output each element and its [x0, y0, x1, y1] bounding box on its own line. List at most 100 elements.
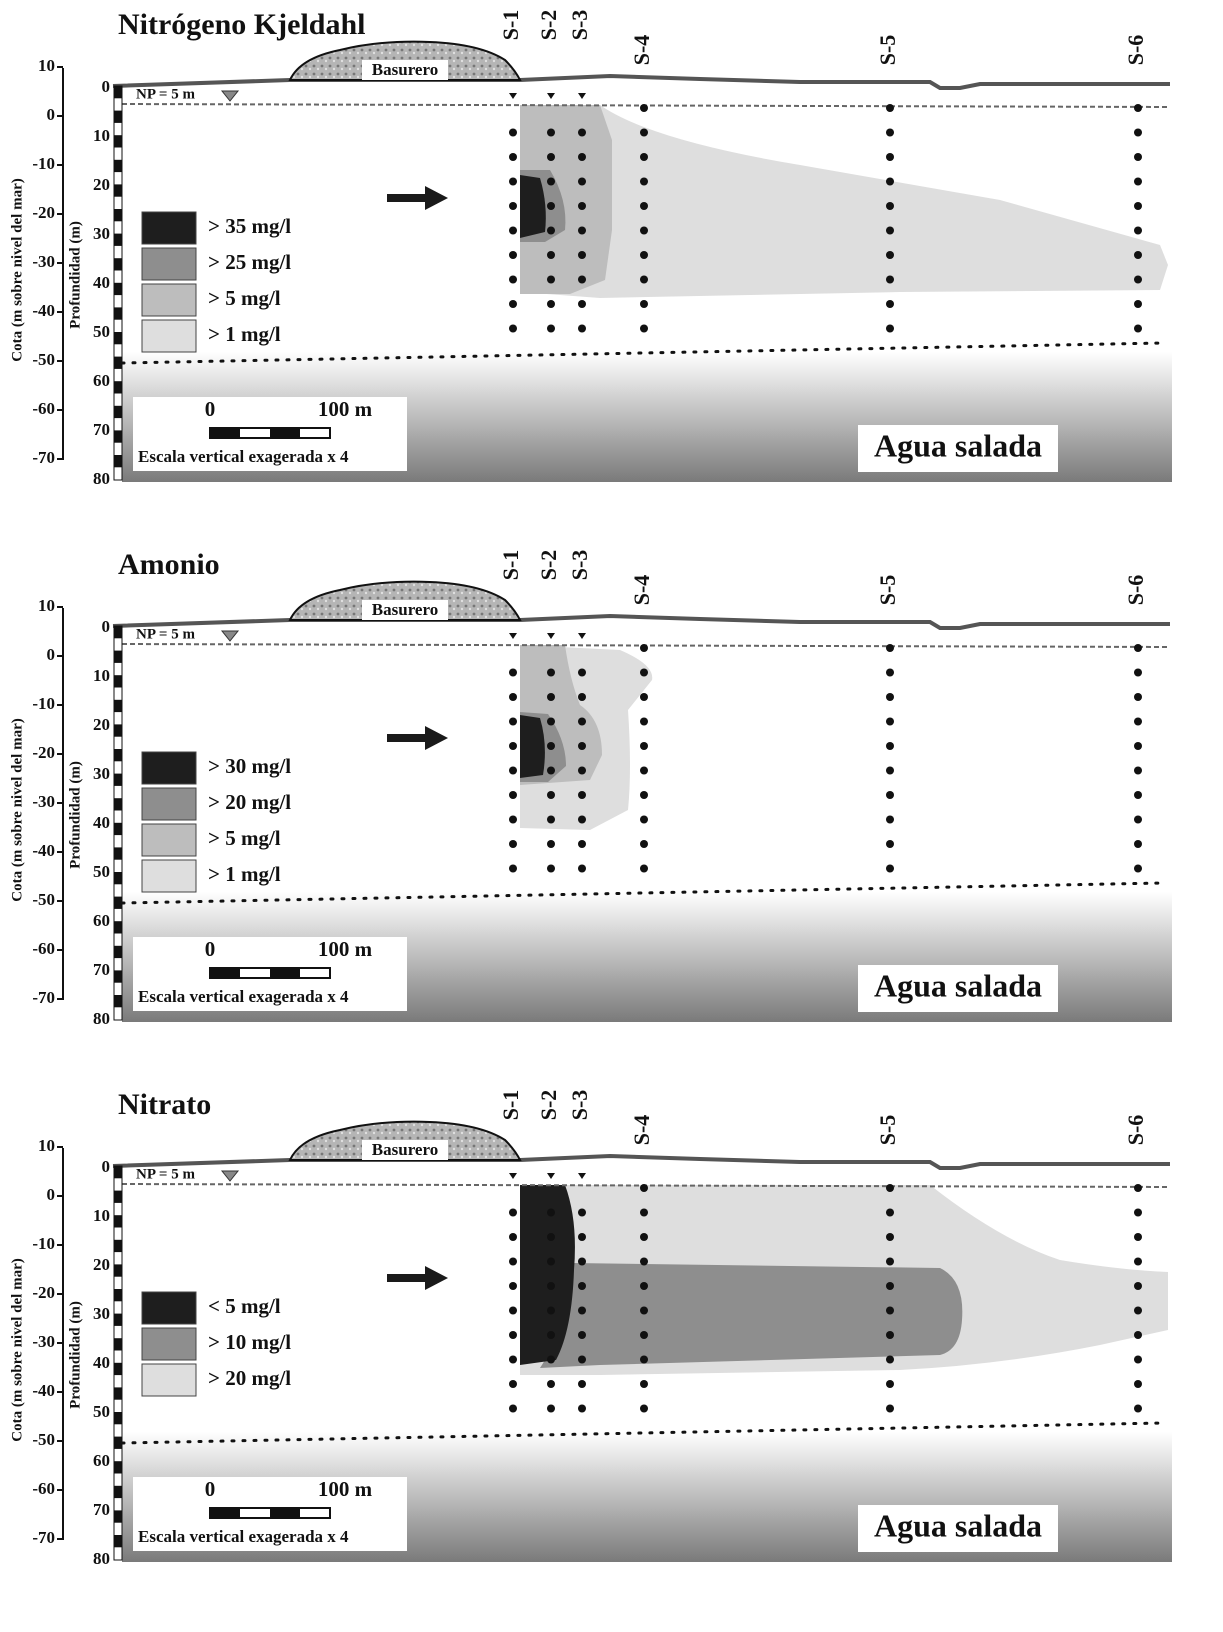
scale-bar-segment: [210, 968, 240, 978]
sample-point: [547, 1405, 555, 1413]
sample-point: [509, 1209, 517, 1217]
outer-tick-label: -10: [32, 1234, 55, 1253]
sample-point: [547, 1209, 555, 1217]
scale-bar-segment: [210, 428, 240, 438]
well-top: [578, 93, 586, 99]
sample-point: [886, 1258, 894, 1266]
sample-point: [1134, 1380, 1142, 1388]
sample-point: [547, 129, 555, 137]
sample-point: [578, 1307, 586, 1315]
legend-swatch: [142, 788, 196, 820]
legend-swatch: [142, 1292, 196, 1324]
depth-column-band: [114, 1240, 122, 1252]
depth-column-band: [114, 1412, 122, 1424]
legend-swatch: [142, 860, 196, 892]
sample-point: [547, 865, 555, 873]
sample-point: [886, 1282, 894, 1290]
depth-column-band: [114, 1363, 122, 1375]
depth-column-band: [114, 258, 122, 270]
sample-point: [578, 742, 586, 750]
sample-point: [1134, 178, 1142, 186]
salt-label: Agua salada: [874, 967, 1042, 1003]
well-top: [578, 1173, 586, 1179]
water-table-label: NP = 5 m: [136, 1166, 195, 1182]
sample-point: [1134, 865, 1142, 873]
sample-point: [886, 153, 894, 161]
legend-swatch: [142, 752, 196, 784]
outer-tick-label: -60: [32, 399, 55, 418]
sample-point: [578, 1233, 586, 1241]
sample-point: [640, 1258, 648, 1266]
sample-point: [886, 1209, 894, 1217]
sample-point: [509, 1258, 517, 1266]
salt-label: Agua salada: [874, 427, 1042, 463]
sample-point: [547, 1331, 555, 1339]
sample-point: [509, 791, 517, 799]
sample-point: [886, 1405, 894, 1413]
sample-point: [509, 1380, 517, 1388]
inner-tick-label: 0: [102, 1157, 111, 1176]
well-label: S-5: [875, 1115, 900, 1146]
sample-point: [578, 276, 586, 284]
sample-point: [886, 251, 894, 259]
sample-point: [886, 1233, 894, 1241]
depth-column-band: [114, 1387, 122, 1399]
sample-point: [640, 693, 648, 701]
sample-point: [509, 693, 517, 701]
outer-tick-label: 0: [47, 645, 56, 664]
outer-tick-label: -10: [32, 694, 55, 713]
outer-tick-label: -70: [32, 448, 55, 467]
sample-point: [1134, 1282, 1142, 1290]
depth-column-band: [114, 1215, 122, 1227]
sample-point: [1134, 669, 1142, 677]
sample-point: [578, 840, 586, 848]
inner-tick-label: 70: [93, 420, 110, 439]
sample-point: [886, 644, 894, 652]
outer-tick-label: 0: [47, 1185, 56, 1204]
depth-column-band: [114, 1486, 122, 1498]
ground-surface: [113, 616, 1170, 628]
sample-point: [640, 276, 648, 284]
sample-point: [886, 693, 894, 701]
depth-column-band: [114, 823, 122, 835]
depth-column-band: [114, 1191, 122, 1203]
legend-swatch: [142, 284, 196, 316]
sample-point: [547, 718, 555, 726]
sample-point: [509, 718, 517, 726]
sample-point: [1134, 767, 1142, 775]
depth-column-band: [114, 1461, 122, 1473]
depth-column-band: [114, 1510, 122, 1522]
legend-label: > 1 mg/l: [208, 862, 281, 886]
well-top: [547, 633, 555, 639]
sample-point: [578, 693, 586, 701]
sample-point: [509, 816, 517, 824]
sample-point: [509, 178, 517, 186]
inner-tick-label: 20: [93, 715, 110, 734]
sample-point: [509, 1405, 517, 1413]
plume-zone: [520, 715, 545, 778]
sample-point: [640, 644, 648, 652]
sample-point: [640, 1405, 648, 1413]
sample-point: [578, 1356, 586, 1364]
water-table-label: NP = 5 m: [136, 626, 195, 642]
depth-column-band: [114, 995, 122, 1007]
sample-point: [640, 153, 648, 161]
inner-tick-label: 0: [102, 77, 111, 96]
well-label: S-6: [1123, 35, 1148, 66]
depth-column-band: [114, 626, 122, 638]
sample-point: [1134, 840, 1142, 848]
depth-column-band: [114, 921, 122, 933]
outer-tick-label: -20: [32, 743, 55, 762]
sample-point: [1134, 276, 1142, 284]
depth-column-band: [114, 135, 122, 147]
sample-point: [886, 178, 894, 186]
sample-point: [886, 816, 894, 824]
depth-column-band: [114, 1289, 122, 1301]
ground-surface: [113, 1156, 1170, 1168]
sample-point: [640, 227, 648, 235]
flow-arrow: [387, 1266, 448, 1290]
well-label: S-1: [498, 550, 523, 581]
sample-point: [509, 129, 517, 137]
well-label: S-1: [498, 10, 523, 41]
sample-point: [1134, 251, 1142, 259]
